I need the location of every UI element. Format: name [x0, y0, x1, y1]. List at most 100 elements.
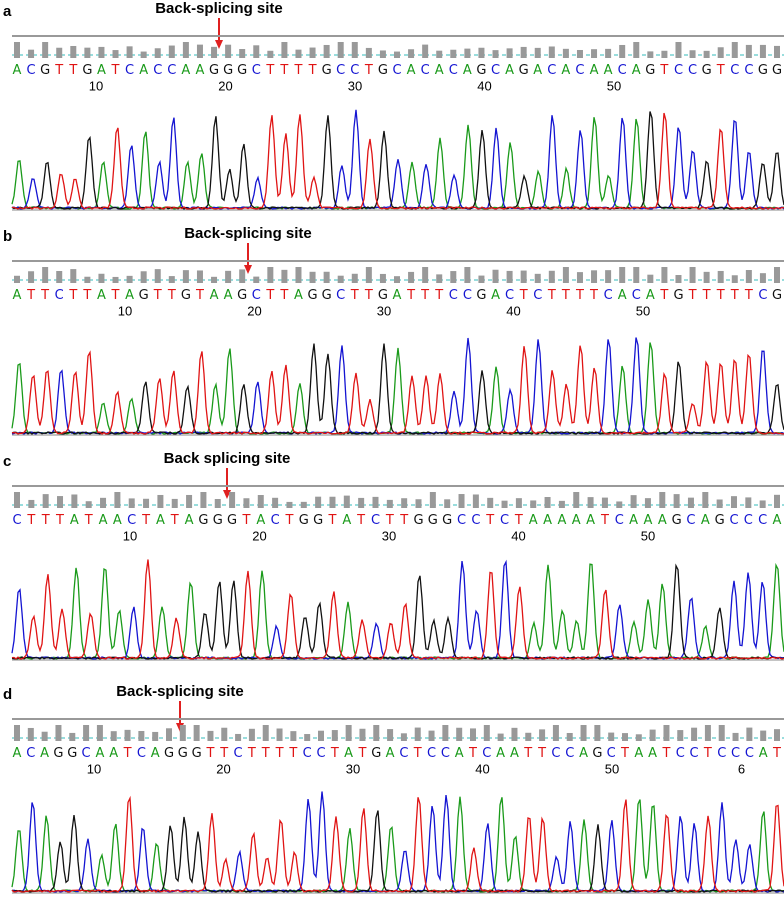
quality-bar: [359, 728, 366, 741]
position-label: 50: [605, 761, 619, 776]
panel: d Back-splicing site A C A G G C A A T C A G G G T T C T T T T…: [3, 683, 784, 894]
quality-bar: [534, 47, 541, 58]
quality-bar: [704, 725, 711, 741]
panel: c Back splicing site C T T T A T A A C T A T A G G G T A C T G…: [3, 450, 784, 661]
quality-bar: [372, 496, 379, 508]
quality-bar: [487, 497, 494, 508]
quality-bar: [633, 267, 640, 283]
quality-bar: [225, 270, 232, 283]
quality-bar: [286, 501, 293, 508]
quality-bar: [591, 270, 598, 283]
quality-bar: [428, 730, 435, 741]
quality-bar: [14, 492, 20, 508]
quality-bar: [573, 492, 580, 508]
quality-bar: [323, 271, 330, 283]
quality-bar: [746, 727, 753, 741]
quality-bar: [168, 45, 175, 58]
quality-bar: [731, 275, 738, 283]
quality-bar: [675, 275, 682, 283]
quality-bar: [530, 500, 537, 508]
quality-bar: [635, 734, 642, 741]
quality-bar: [69, 732, 76, 741]
quality-bar: [114, 492, 121, 508]
quality-bar: [472, 494, 479, 508]
quality-bar: [309, 47, 316, 58]
quality-bar: [774, 494, 780, 508]
quality-bar: [281, 42, 288, 58]
quality-bar: [515, 498, 522, 508]
position-label: 50: [636, 303, 650, 318]
quality-bar: [272, 497, 279, 508]
quality-bar: [128, 498, 135, 508]
quality-bar: [157, 494, 164, 508]
quality-bar: [193, 725, 200, 741]
position-label: 20: [247, 303, 261, 318]
quality-bar: [323, 44, 330, 58]
quality-bar: [27, 727, 34, 741]
position-label: 50: [641, 528, 655, 543]
quality-bar: [295, 267, 302, 283]
trace: [11, 795, 784, 893]
quality-bar: [70, 269, 77, 283]
quality-bar: [267, 267, 274, 283]
quality-bar: [138, 730, 145, 741]
quality-bar: [576, 272, 583, 283]
quality-bar: [649, 729, 656, 741]
quality-bar: [337, 275, 344, 283]
quality-bar: [415, 499, 422, 508]
quality-bar: [691, 727, 698, 741]
quality-bar: [408, 49, 415, 58]
quality-bar: [702, 492, 709, 508]
quality-bar: [450, 49, 457, 58]
quality-bar: [774, 45, 780, 58]
quality-bar: [520, 270, 527, 283]
quality-bar: [281, 269, 288, 283]
quality-bar: [166, 728, 172, 741]
annotation: Back-splicing site: [155, 0, 283, 17]
quality-bar: [168, 276, 175, 283]
quality-bar: [703, 271, 710, 283]
quality-bar: [14, 725, 20, 741]
quality-bar: [386, 499, 393, 508]
quality-bar: [633, 42, 640, 58]
quality-bar: [318, 730, 324, 741]
quality-bar: [414, 727, 421, 741]
quality-bar: [506, 270, 513, 283]
quality-bar: [548, 46, 555, 58]
panel: b Back-splicing site A T T C T T A T A G T T G T A A G C T T A…: [3, 225, 784, 436]
quality-bar: [71, 494, 78, 508]
quality-bar: [647, 51, 654, 58]
quality-bar: [211, 46, 218, 58]
panel: a Back-splicing site A C G T T G A T C A C C A A G G G C T T T…: [3, 0, 784, 211]
trace: [11, 343, 784, 435]
quality-bar: [492, 50, 499, 58]
quality-bar: [229, 492, 236, 508]
quality-bar: [126, 46, 133, 58]
quality-bar: [616, 501, 623, 508]
quality-bar: [262, 725, 269, 741]
panel-label: a: [3, 3, 12, 20]
quality-bar: [539, 729, 546, 741]
quality-bar: [196, 270, 203, 283]
annotation: Back-splicing site: [184, 225, 312, 242]
arrow-head: [244, 265, 252, 274]
quality-bar: [96, 725, 103, 741]
quality-bar: [429, 492, 436, 508]
quality-bar: [85, 501, 92, 508]
quality-bar: [207, 730, 214, 741]
quality-bar: [619, 267, 626, 283]
trace: [11, 563, 784, 660]
quality-bar: [594, 725, 601, 741]
quality-bar: [647, 274, 654, 283]
quality-bar: [601, 497, 608, 508]
quality-bar: [171, 498, 178, 508]
quality-bar: [760, 730, 767, 741]
position-label: 30: [346, 761, 360, 776]
trace: [11, 342, 784, 435]
quality-bar: [211, 276, 218, 283]
position-label: 30: [382, 528, 396, 543]
quality-bar: [566, 732, 573, 741]
